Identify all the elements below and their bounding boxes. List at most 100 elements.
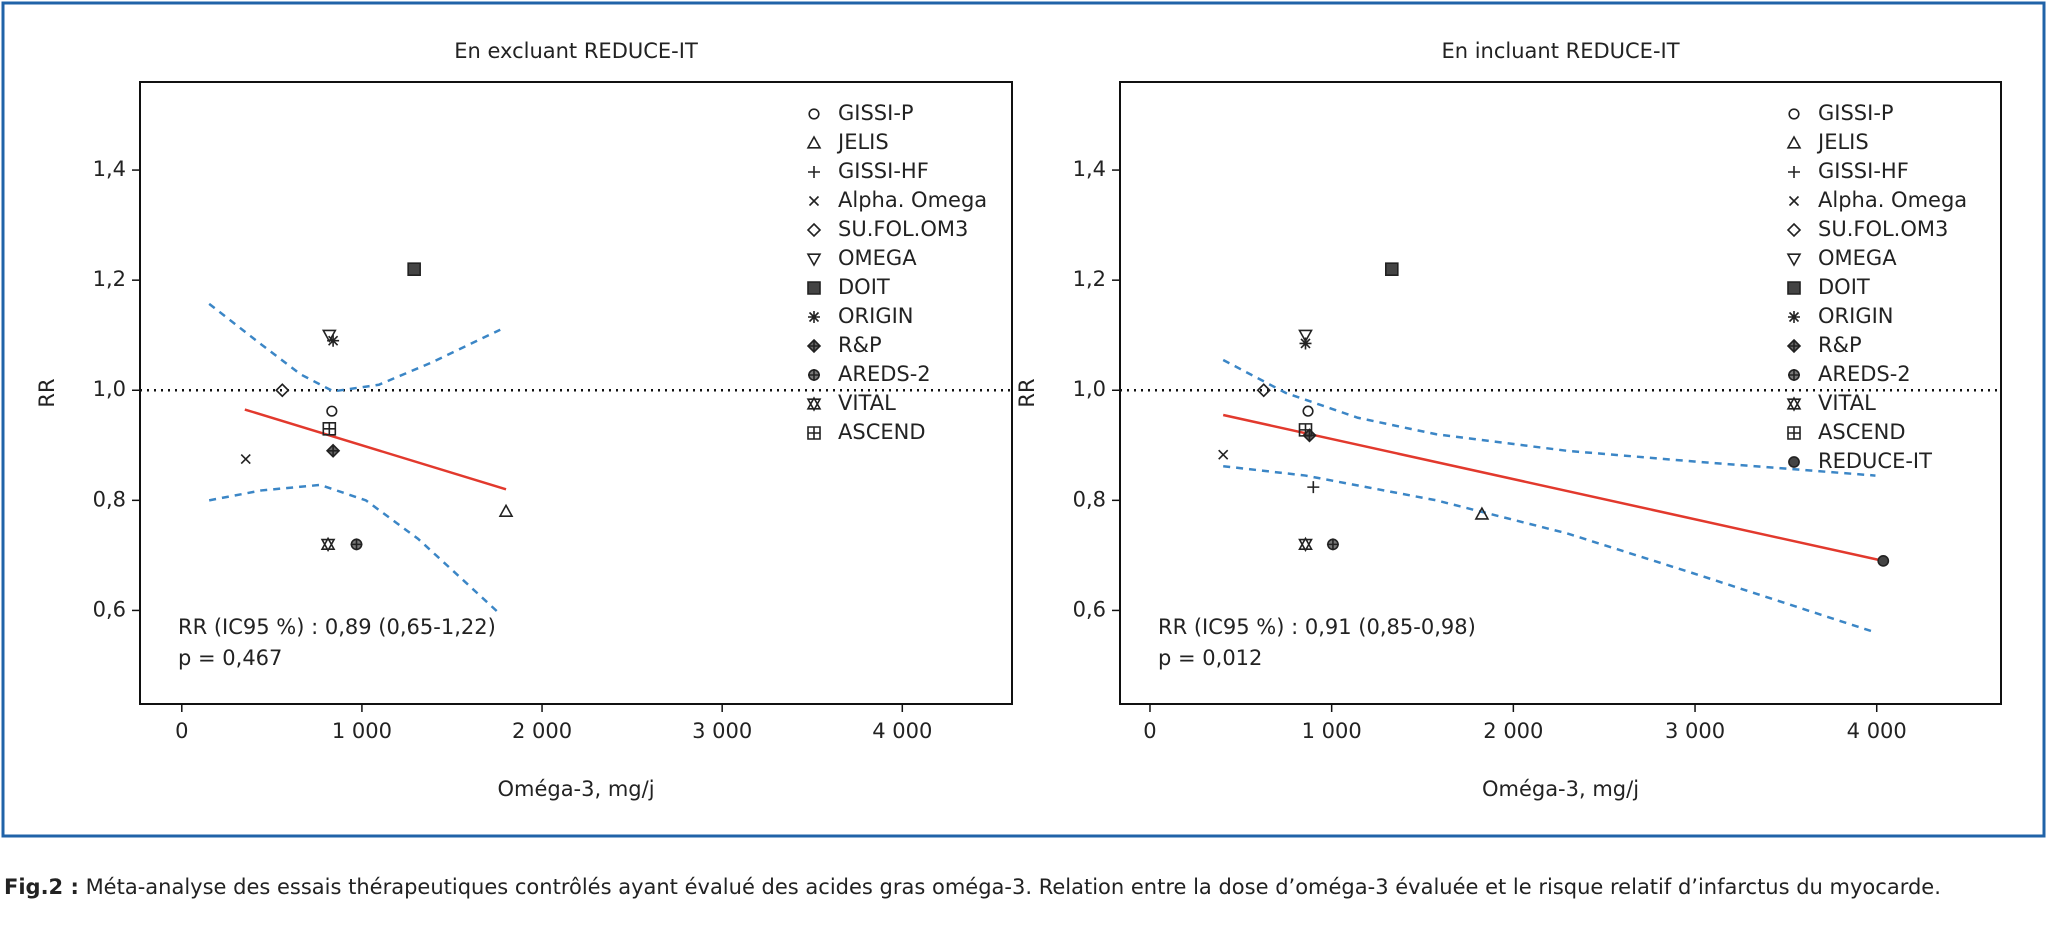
x-tick-label: 1 000 bbox=[1302, 719, 1362, 743]
fit-line bbox=[1222, 413, 1884, 563]
y-tick-label: 0,6 bbox=[93, 597, 126, 621]
legend-label: R&P bbox=[838, 333, 882, 357]
data-point bbox=[350, 538, 363, 551]
legend-label: ASCEND bbox=[1818, 420, 1906, 444]
legend-marker bbox=[1788, 195, 1800, 207]
y-tick-label: 0,8 bbox=[93, 487, 126, 511]
legend-marker bbox=[808, 166, 820, 178]
ci-lower bbox=[208, 483, 502, 616]
y-axis-label: RR bbox=[35, 378, 59, 407]
data-point bbox=[407, 262, 421, 276]
y-tick-label: 1,2 bbox=[93, 267, 126, 291]
legend-label: GISSI-HF bbox=[1818, 159, 1909, 183]
legend-marker bbox=[1788, 369, 1800, 381]
fit-line bbox=[244, 408, 507, 491]
data-point bbox=[322, 421, 337, 436]
data-point bbox=[1474, 506, 1490, 520]
y-tick-label: 1,4 bbox=[1073, 157, 1106, 181]
data-point bbox=[1218, 449, 1229, 460]
legend-label: Alpha. Omega bbox=[1818, 188, 1967, 212]
plot-frame bbox=[139, 81, 1013, 705]
legend-label: OMEGA bbox=[838, 246, 917, 270]
figure-border bbox=[1, 1, 2046, 838]
x-tick-label: 0 bbox=[1143, 719, 1156, 743]
ci-upper bbox=[1222, 358, 1876, 477]
data-point bbox=[1385, 262, 1399, 276]
legend-marker bbox=[808, 311, 820, 323]
legend-label: SU.FOL.OM3 bbox=[1818, 217, 1948, 241]
data-point bbox=[1302, 405, 1314, 417]
x-tick-label: 4 000 bbox=[872, 719, 932, 743]
annotation: p = 0,012 bbox=[1158, 646, 1262, 670]
x-tick-label: 1 000 bbox=[332, 719, 392, 743]
y-axis-label: RR bbox=[1015, 378, 1039, 407]
legend-marker bbox=[806, 396, 822, 412]
y-tick-label: 1,0 bbox=[93, 377, 126, 401]
y-tick-label: 1,4 bbox=[93, 157, 126, 181]
legend-label: OMEGA bbox=[1818, 246, 1897, 270]
x-tick-label: 0 bbox=[175, 719, 188, 743]
legend-label: REDUCE-IT bbox=[1818, 449, 1932, 473]
legend-label: JELIS bbox=[836, 130, 889, 154]
data-point bbox=[1298, 536, 1313, 553]
x-tick-label: 2 000 bbox=[512, 719, 572, 743]
legend-marker bbox=[1788, 108, 1800, 120]
data-point bbox=[326, 405, 338, 417]
legend-marker bbox=[806, 222, 822, 238]
caption-text: Méta-analyse des essais thérapeutiques c… bbox=[85, 875, 1941, 899]
legend-label: GISSI-P bbox=[1818, 101, 1894, 125]
legend-marker bbox=[1786, 253, 1802, 267]
annotation: RR (IC95 %) : 0,89 (0,65-1,22) bbox=[178, 615, 496, 639]
x-tick-label: 2 000 bbox=[1483, 719, 1543, 743]
data-point bbox=[240, 453, 251, 465]
data-point bbox=[327, 334, 340, 347]
legend-label: ORIGIN bbox=[1818, 304, 1894, 328]
legend-label: VITAL bbox=[838, 391, 896, 415]
y-tick-label: 1,2 bbox=[1073, 267, 1106, 291]
legend-marker bbox=[808, 369, 820, 381]
legend-marker bbox=[1788, 456, 1800, 468]
data-point bbox=[1298, 329, 1313, 343]
y-tick-label: 0,6 bbox=[1073, 597, 1106, 621]
legend-marker bbox=[807, 281, 821, 295]
legend-label: VITAL bbox=[1818, 391, 1876, 415]
data-point bbox=[1298, 423, 1313, 437]
x-tick-label: 3 000 bbox=[692, 719, 752, 743]
legend-marker bbox=[1787, 426, 1801, 440]
legend-label: AREDS-2 bbox=[1818, 362, 1911, 386]
legend-marker bbox=[806, 253, 822, 267]
y-tick-label: 1,0 bbox=[1073, 377, 1106, 401]
x-tick-label: 3 000 bbox=[1665, 719, 1725, 743]
ci-lower bbox=[1223, 464, 1876, 634]
legend-marker bbox=[806, 338, 822, 354]
annotation: p = 0,467 bbox=[178, 646, 282, 670]
data-point bbox=[1326, 538, 1339, 551]
ci-upper bbox=[208, 302, 501, 393]
legend-label: DOIT bbox=[1818, 275, 1870, 299]
legend-marker bbox=[1786, 222, 1802, 238]
x-axis-label: Oméga-3, mg/j bbox=[1482, 777, 1639, 801]
annotation: RR (IC95 %) : 0,91 (0,85-0,98) bbox=[1158, 615, 1476, 639]
x-axis-label: Oméga-3, mg/j bbox=[497, 777, 654, 801]
legend-label: ORIGIN bbox=[838, 304, 914, 328]
legend-label: SU.FOL.OM3 bbox=[838, 217, 968, 241]
chart-title: En excluant REDUCE-IT bbox=[454, 39, 698, 63]
legend-label: DOIT bbox=[838, 275, 890, 299]
legend-label: Alpha. Omega bbox=[838, 188, 987, 212]
plot-frame bbox=[1119, 81, 2002, 705]
x-tick-label: 4 000 bbox=[1847, 719, 1907, 743]
legend-marker bbox=[807, 426, 821, 440]
figure: En excluant REDUCE-IT Oméga-3, mg/j RR 0 1 0… bbox=[1, 1, 2046, 838]
legend-marker bbox=[806, 135, 822, 149]
data-point bbox=[1307, 481, 1320, 494]
legend-marker bbox=[1786, 338, 1802, 354]
y-tick-label: 0,8 bbox=[1073, 487, 1106, 511]
legend-marker bbox=[808, 195, 820, 207]
legend-marker bbox=[808, 108, 820, 120]
legend-label: ASCEND bbox=[838, 420, 926, 444]
legend-marker bbox=[1786, 135, 1802, 149]
legend-marker bbox=[1788, 311, 1800, 323]
legend-label: AREDS-2 bbox=[838, 362, 931, 386]
caption: Fig.2 : Méta-analyse des essais thérapeu… bbox=[4, 872, 2040, 902]
